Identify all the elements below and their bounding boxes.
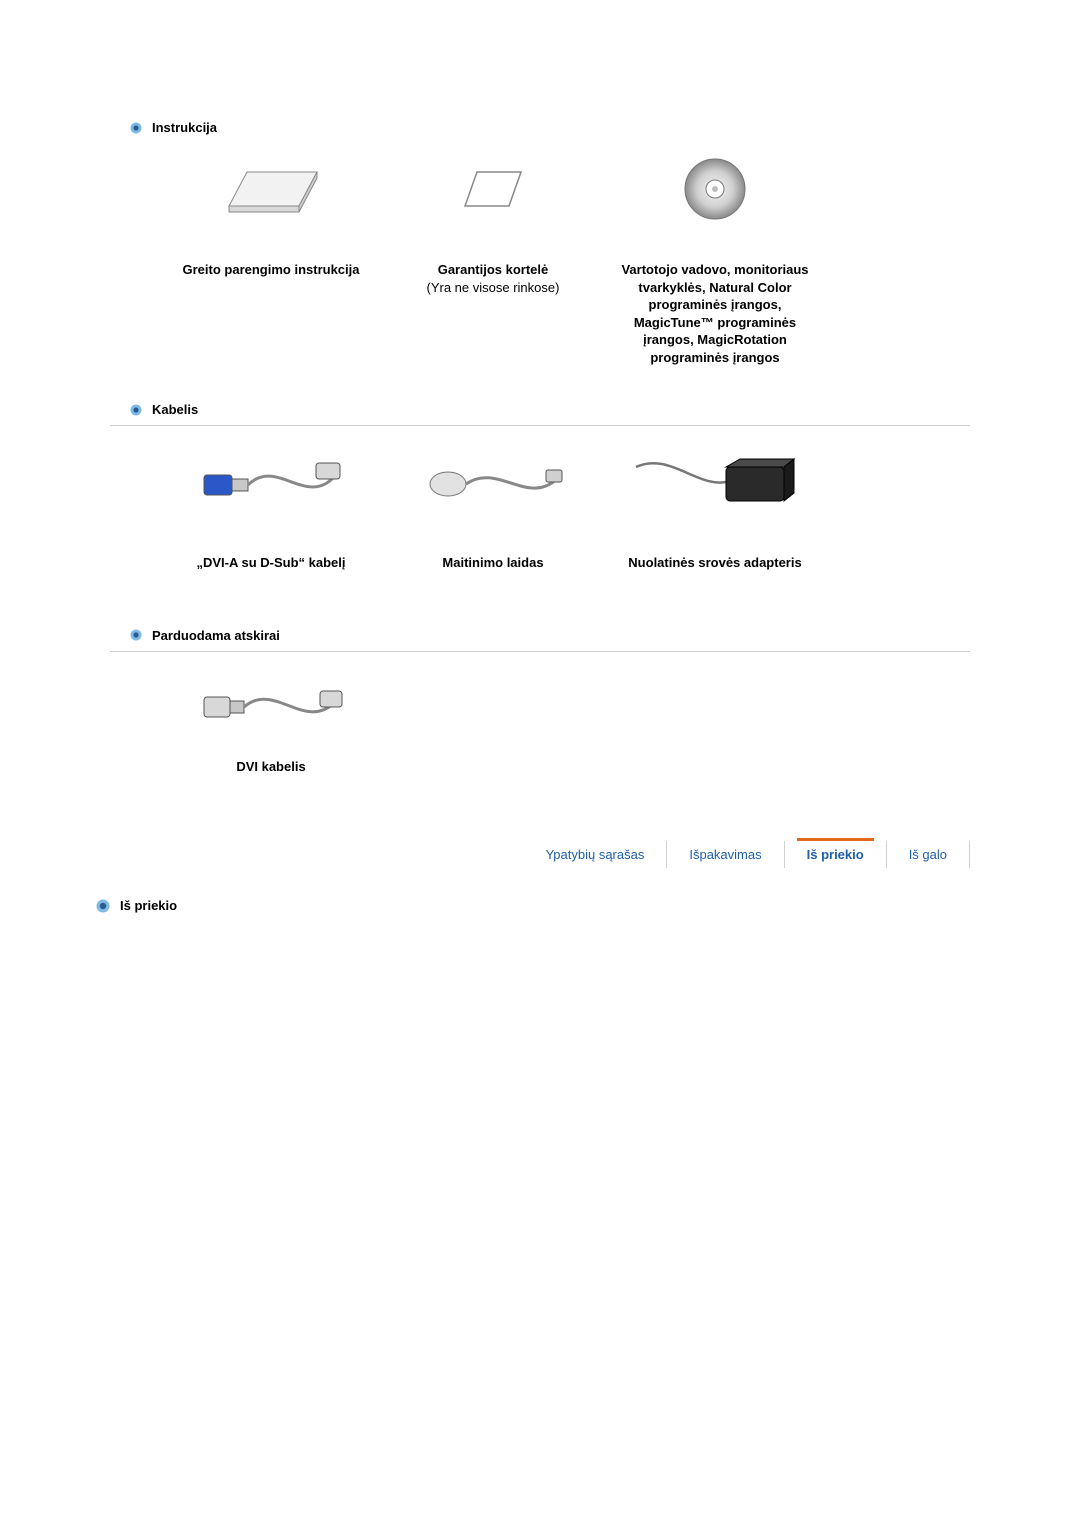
tab-bar: Ypatybių sąrašas Išpakavimas Iš priekio …	[110, 841, 970, 868]
cell-dvi-cable: DVI kabelis	[160, 662, 382, 782]
tab-rear[interactable]: Iš galo	[887, 841, 970, 868]
caption-power-cord: Maitinimo laidas	[382, 528, 604, 578]
caption-quick-guide: Greito parengimo instrukcija	[160, 235, 382, 285]
quick-guide-icon	[166, 149, 376, 229]
caption-row-instrukcija: Greito parengimo instrukcija Garantijos …	[160, 235, 880, 372]
divider	[110, 425, 970, 426]
icon-row-instrukcija	[160, 143, 880, 235]
cd-icon	[610, 149, 820, 229]
dc-adapter-icon	[610, 442, 820, 522]
caption-sub: (Yra ne visose rinkose)	[427, 280, 560, 295]
cell-dvi-dsub	[160, 436, 382, 528]
caption-text: Greito parengimo instrukcija	[166, 261, 376, 279]
divider	[110, 651, 970, 652]
cell-quick-guide	[160, 143, 382, 235]
caption-text: Nuolatinės srovės adapteris	[610, 554, 820, 572]
section-header-parduodama: Parduodama atskirai	[130, 628, 980, 643]
bullet-icon	[130, 122, 142, 134]
caption-dvi-dsub: „DVI-A su D-Sub“ kabelį	[160, 528, 382, 578]
tab-unpacking[interactable]: Išpakavimas	[667, 841, 784, 868]
cell-warranty	[382, 143, 604, 235]
caption-text: Maitinimo laidas	[388, 554, 598, 572]
dvi-cable-icon	[166, 668, 376, 748]
caption-text: Vartotojo vadovo, monitoriaus tvarkyklės…	[610, 261, 820, 366]
icon-row-kabelis	[160, 436, 880, 528]
section-title: Iš priekio	[120, 898, 177, 913]
caption-dc-adapter: Nuolatinės srovės adapteris	[604, 528, 826, 578]
cell-cd	[604, 143, 826, 235]
bullet-icon	[96, 899, 110, 913]
caption-row-kabelis: „DVI-A su D-Sub“ kabelį Maitinimo laidas…	[160, 528, 880, 578]
power-cord-icon	[388, 442, 598, 522]
tab-front[interactable]: Iš priekio	[785, 841, 887, 868]
caption-warranty: Garantijos kortelė (Yra ne visose rinkos…	[382, 235, 604, 302]
section-title: Parduodama atskirai	[152, 628, 280, 643]
caption-bold: Garantijos kortelė	[438, 262, 549, 277]
caption-cd: Vartotojo vadovo, monitoriaus tvarkyklės…	[604, 235, 826, 372]
caption-text: DVI kabelis	[166, 758, 376, 776]
section-title: Instrukcija	[152, 120, 217, 135]
caption-text: Garantijos kortelė (Yra ne visose rinkos…	[388, 261, 598, 296]
section-header-front: Iš priekio	[96, 898, 980, 913]
cell-power-cord	[382, 436, 604, 528]
bullet-icon	[130, 629, 142, 641]
tab-features[interactable]: Ypatybių sąrašas	[524, 841, 668, 868]
caption-text: „DVI-A su D-Sub“ kabelį	[166, 554, 376, 572]
bullet-icon	[130, 404, 142, 416]
cell-dc-adapter	[604, 436, 826, 528]
icon-row-parduodama: DVI kabelis	[160, 662, 880, 782]
section-header-instrukcija: Instrukcija	[130, 120, 980, 135]
section-header-kabelis: Kabelis	[130, 402, 980, 417]
dvi-dsub-cable-icon	[166, 442, 376, 522]
warranty-card-icon	[388, 149, 598, 229]
section-title: Kabelis	[152, 402, 198, 417]
page-container: Instrukcija	[0, 0, 1080, 953]
